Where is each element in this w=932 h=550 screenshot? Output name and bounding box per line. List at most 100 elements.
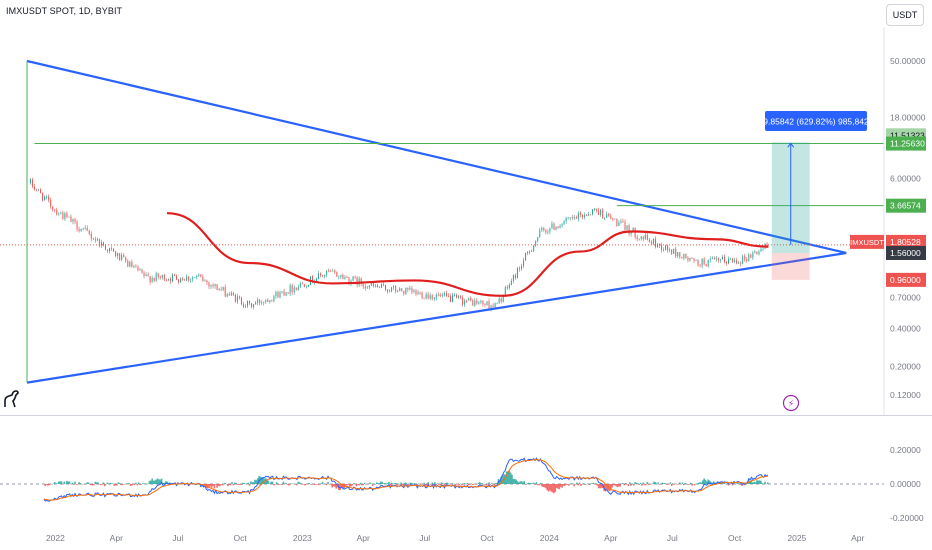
triangle-lower-trendline[interactable] xyxy=(26,251,847,384)
histogram-bar xyxy=(148,480,151,484)
candle-body xyxy=(701,258,703,267)
candle-body xyxy=(155,273,157,281)
candle-body xyxy=(521,266,522,269)
candle-body xyxy=(689,257,691,261)
candle-body xyxy=(500,298,502,302)
candle-body xyxy=(395,286,397,292)
candle-body xyxy=(569,217,571,219)
candle-body xyxy=(214,284,216,287)
histogram-bar xyxy=(64,483,67,485)
position-arrowhead xyxy=(787,142,795,148)
histogram-bar xyxy=(251,482,254,484)
histogram-bar xyxy=(762,484,765,485)
time-axis[interactable]: 2022 Apr Jul Oct 2023 Apr Jul Oct 2024 Apr Jul Oct 2… xyxy=(46,533,865,543)
price-axis[interactable]: 50.00000 18.00000 6.00000 0.70000 0.40000 0.2… xyxy=(883,28,926,415)
price-label-text: 1.80528 xyxy=(890,237,921,247)
candle-body xyxy=(454,294,456,296)
histogram-bar xyxy=(328,484,331,485)
histogram-bar xyxy=(133,484,136,486)
histogram-bar xyxy=(143,483,145,484)
histogram-bar xyxy=(106,482,109,484)
histogram-bar xyxy=(125,483,128,484)
candle-body xyxy=(206,280,208,283)
histogram-bar xyxy=(568,484,570,486)
histogram-bar xyxy=(492,483,494,485)
histogram-bar xyxy=(459,483,462,485)
candle-body xyxy=(464,300,466,305)
histogram-bar xyxy=(549,484,551,491)
histogram-bar xyxy=(287,484,290,486)
candle-body xyxy=(29,179,31,184)
histogram-bar xyxy=(455,484,458,485)
histogram-bar xyxy=(438,484,440,485)
candle-body xyxy=(137,266,139,271)
candle-body xyxy=(238,296,240,298)
histogram-bar xyxy=(448,484,451,485)
histogram-bar xyxy=(149,480,152,484)
histogram-bar xyxy=(145,483,148,485)
candle-body xyxy=(421,292,423,299)
candlestick-series xyxy=(29,177,768,312)
candle-body xyxy=(504,287,506,295)
symbol-tag-text: IMXUSDT xyxy=(850,238,884,247)
price-label-bg xyxy=(886,245,926,260)
histogram-bar xyxy=(764,481,766,484)
histogram-bar xyxy=(637,483,639,485)
histogram-bar xyxy=(384,483,386,484)
triangle-upper-trendline[interactable] xyxy=(26,59,847,255)
histogram-bar xyxy=(645,484,647,486)
oscillator-pane[interactable]: 0.20000 0.00000 -0.20000 xyxy=(0,445,924,523)
candle-body xyxy=(387,289,389,292)
candle-body xyxy=(354,276,356,278)
candle-body xyxy=(70,216,72,222)
candle-body xyxy=(738,262,740,264)
candle-body xyxy=(176,275,177,280)
histogram-bar xyxy=(469,484,471,485)
histogram-bar xyxy=(484,484,486,485)
candle-body xyxy=(449,296,451,302)
histogram-bar xyxy=(477,483,480,484)
histogram-bar xyxy=(256,478,259,484)
candle-body xyxy=(84,227,86,229)
histogram-bar xyxy=(167,482,170,484)
candle-body xyxy=(665,245,667,251)
lightning-badge-icon[interactable]: ⚡ xyxy=(782,394,800,412)
histogram-bar xyxy=(630,484,632,486)
histogram-bar xyxy=(638,484,641,485)
histogram-bar xyxy=(363,482,366,484)
histogram-bar xyxy=(271,481,274,484)
currency-unit-button[interactable]: USDT xyxy=(886,4,924,26)
moving-average-line xyxy=(167,212,769,297)
histogram-bar xyxy=(699,482,701,484)
candle-body xyxy=(435,294,437,298)
candle-body xyxy=(200,274,202,277)
histogram-bar xyxy=(471,484,474,486)
histogram-bar xyxy=(647,484,650,485)
histogram-bar xyxy=(664,483,666,484)
histogram-bar xyxy=(673,484,676,485)
candle-body xyxy=(480,300,482,303)
candle-body xyxy=(173,274,175,276)
candle-body xyxy=(192,277,194,280)
histogram-bar xyxy=(346,484,348,486)
histogram-bar xyxy=(642,482,645,484)
price-label-text: 1.56000 xyxy=(890,248,921,258)
histogram-bar xyxy=(581,484,584,485)
histogram-bar xyxy=(51,483,53,485)
histogram-bar xyxy=(674,483,677,484)
histogram-bar xyxy=(390,482,393,484)
candle-body xyxy=(559,225,561,228)
candle-body xyxy=(514,275,516,279)
long-position-stop-zone[interactable] xyxy=(771,252,810,280)
histogram-bar xyxy=(458,484,461,486)
histogram-bar xyxy=(646,481,649,484)
histogram-bar xyxy=(210,484,213,488)
candle-body xyxy=(186,276,188,281)
histogram-bar xyxy=(678,482,681,484)
histogram-bar xyxy=(336,484,339,488)
histogram-bar xyxy=(355,484,358,487)
chart-title[interactable]: IMXUSDT SPOT, 1D, BYBIT xyxy=(6,6,123,16)
histogram-bar xyxy=(388,482,390,484)
